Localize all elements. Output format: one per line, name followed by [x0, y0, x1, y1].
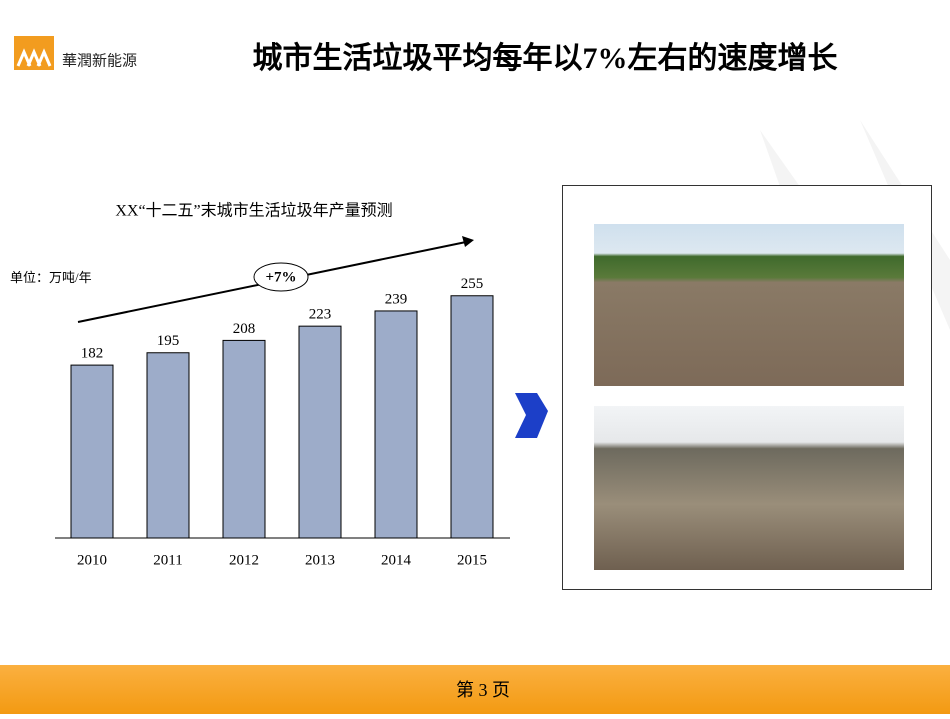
- x-tick-label: 2014: [381, 552, 412, 568]
- logo-glyph: [16, 48, 52, 67]
- x-tick-label: 2015: [457, 552, 487, 568]
- bar: [70, 364, 114, 539]
- landfill-photo: [594, 406, 904, 570]
- data-label: 182: [81, 346, 104, 362]
- bar: [298, 325, 342, 539]
- x-tick-label: 2012: [229, 552, 259, 568]
- growth-badge: [253, 262, 309, 292]
- page-title: 城市生活垃圾平均每年以7%左右的速度增长: [253, 41, 838, 75]
- data-label: 223: [309, 307, 332, 323]
- x-tick-label: 2010: [77, 552, 107, 568]
- annotation: +7%: [265, 269, 296, 285]
- unit-label: 单位：万吨/年: [10, 270, 92, 285]
- chart-title: XX“十二五”末城市生活垃圾年产量预测: [115, 202, 392, 220]
- x-tick-label: 2013: [305, 552, 335, 568]
- data-label: 195: [157, 333, 180, 349]
- bar: [450, 295, 494, 539]
- data-label: 239: [385, 291, 408, 307]
- landfill-photo: [594, 224, 904, 386]
- page-number: 第 3 页: [456, 680, 510, 700]
- x-tick-label: 2011: [153, 552, 182, 568]
- bar: [374, 310, 418, 539]
- footer-bar: [0, 665, 950, 714]
- bar: [222, 339, 266, 539]
- data-label: 255: [461, 276, 484, 292]
- data-label: 208: [233, 321, 256, 337]
- arrow-icon: [515, 393, 548, 438]
- bar: [146, 352, 190, 539]
- logo-text: 華潤新能源: [62, 52, 137, 69]
- trend-arrow-head: [462, 236, 474, 247]
